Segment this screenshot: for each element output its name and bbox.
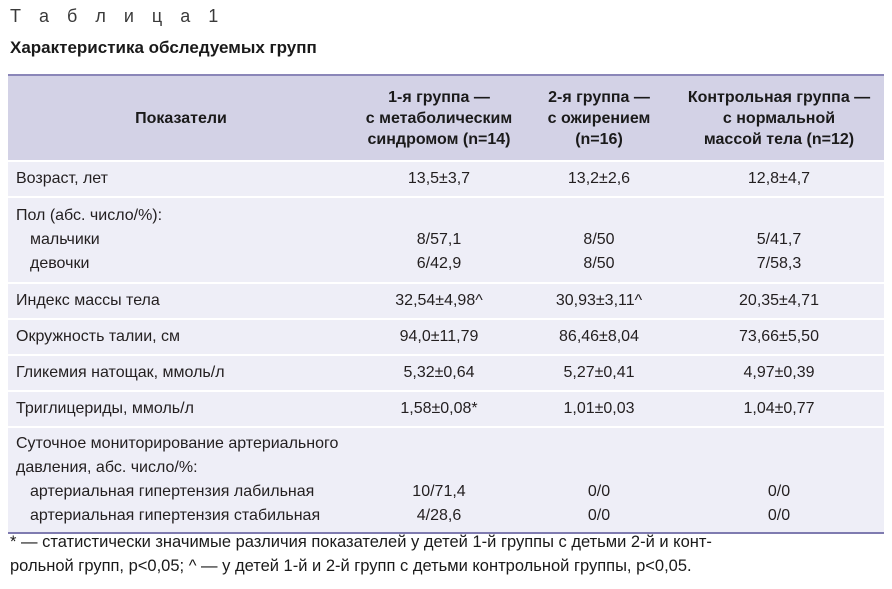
row-label: Возраст, лет	[16, 170, 108, 187]
footnote: * — статистически значимые различия пока…	[10, 530, 884, 578]
row-label: Индекс массы тела	[16, 292, 160, 309]
cell-value: 0/0	[767, 507, 791, 524]
cell-value: 0/0	[587, 483, 611, 500]
cell-value: 7/58,3	[756, 255, 802, 272]
cell-value: 30,93±3,11^	[555, 292, 643, 309]
cell-value: 32,54±4,98^	[395, 292, 483, 309]
footnote-line: * — статистически значимые различия пока…	[10, 533, 712, 551]
cell-value: 0/0	[587, 507, 611, 524]
cell-value: 94,0±11,79	[399, 328, 479, 345]
row-label: Окружность талии, см	[16, 328, 181, 345]
table-label: Т а б л и ц а 1	[10, 6, 225, 26]
cell-value: 4/28,6	[416, 507, 462, 524]
cell-value: 6/42,9	[416, 255, 462, 272]
row-label: Суточное мониторирование артериального	[16, 435, 339, 452]
header-group-2: 2-я группа — с ожирением (n=16)	[524, 74, 674, 162]
header-control-group: Контрольная группа — с нормальной массой т…	[674, 74, 884, 162]
header-indicators: Показатели	[8, 74, 354, 162]
sub-row-label: девочки	[30, 255, 90, 272]
row-label-continued: давления, абс. число/%:	[16, 459, 198, 476]
cell-value: 8/50	[583, 231, 615, 248]
table-row: Окружность талии, см 94,0±11,79 86,46±8,…	[8, 319, 884, 356]
cell-value: 8/57,1	[416, 231, 462, 248]
cell-value: 86,46±8,04	[559, 328, 639, 345]
footnote-line: рольной групп, p<0,05; ^ — у детей 1-й и…	[10, 557, 692, 575]
header-row: Показатели 1-я группа — с метаболическим с…	[8, 74, 884, 162]
data-table: Показатели 1-я группа — с метаболическим с…	[8, 74, 884, 534]
table-title: Характеристика обследуемых групп	[10, 38, 317, 57]
cell-value: 13,5±3,7	[407, 170, 471, 187]
table-row: Индекс массы тела 32,54±4,98^ 30,93±3,11…	[8, 283, 884, 320]
cell-value: 1,01±0,03	[563, 400, 635, 417]
sub-row-label: артериальная гипертензия стабильная	[30, 507, 321, 524]
cell-value: 12,8±4,7	[747, 170, 811, 187]
cell-value: 5/41,7	[756, 231, 802, 248]
row-label: Гликемия натощак, ммоль/л	[16, 364, 225, 381]
cell-value: 1,04±0,77	[743, 400, 815, 417]
cell-value: 5,27±0,41	[563, 364, 635, 381]
sub-row-label: артериальная гипертензия лабильная	[30, 483, 315, 500]
table-row: Суточное мониторирование артериального д…	[8, 427, 884, 534]
cell-value: 0/0	[767, 483, 791, 500]
table-row: Гликемия натощак, ммоль/л 5,32±0,64 5,27…	[8, 355, 884, 392]
cell-value: 13,2±2,6	[567, 170, 631, 187]
cell-value: 8/50	[583, 255, 615, 272]
header-group-1: 1-я группа — с метаболическим синдромом (n…	[354, 74, 524, 162]
table-row: Пол (абс. число/%): мальчики девочки 8/5…	[8, 197, 884, 284]
cell-value: 73,66±5,50	[739, 328, 819, 345]
cell-value: 5,32±0,64	[403, 364, 475, 381]
row-label: Пол (абс. число/%):	[16, 207, 163, 224]
table-row: Триглицериды, ммоль/л 1,58±0,08* 1,01±0,…	[8, 391, 884, 428]
cell-value: 4,97±0,39	[743, 364, 815, 381]
sub-row-label: мальчики	[30, 231, 100, 248]
table-row: Возраст, лет 13,5±3,7 13,2±2,6 12,8±4,7	[8, 161, 884, 198]
row-label: Триглицериды, ммоль/л	[16, 400, 194, 417]
cell-value: 10/71,4	[412, 483, 466, 500]
cell-value: 20,35±4,71	[739, 292, 819, 309]
cell-value: 1,58±0,08*	[400, 400, 478, 417]
